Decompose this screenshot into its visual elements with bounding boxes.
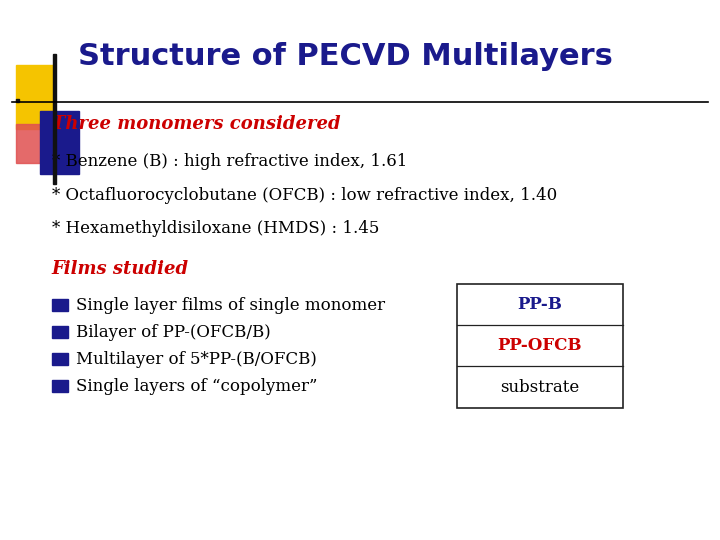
Bar xyxy=(40,111,79,174)
Bar xyxy=(16,99,19,102)
Bar xyxy=(16,124,55,163)
Text: * Benzene (B) : high refractive index, 1.61: * Benzene (B) : high refractive index, 1… xyxy=(52,153,408,171)
Text: * Hexamethyldisiloxane (HMDS) : 1.45: * Hexamethyldisiloxane (HMDS) : 1.45 xyxy=(52,220,379,238)
Bar xyxy=(52,299,68,311)
Bar xyxy=(53,54,56,184)
Text: Single layer films of single monomer: Single layer films of single monomer xyxy=(76,296,384,314)
Bar xyxy=(52,353,68,365)
Text: * Octafluorocyclobutane (OFCB) : low refractive index, 1.40: * Octafluorocyclobutane (OFCB) : low ref… xyxy=(52,187,557,204)
Text: Single layers of “copolymer”: Single layers of “copolymer” xyxy=(76,377,317,395)
Text: Three monomers considered: Three monomers considered xyxy=(52,115,341,133)
Text: Multilayer of 5*PP-(B/OFCB): Multilayer of 5*PP-(B/OFCB) xyxy=(76,350,317,368)
Text: substrate: substrate xyxy=(500,379,580,395)
Text: Structure of PECVD Multilayers: Structure of PECVD Multilayers xyxy=(78,42,613,71)
Bar xyxy=(52,380,68,392)
Text: Films studied: Films studied xyxy=(52,260,189,278)
Text: PP-B: PP-B xyxy=(518,296,562,313)
Bar xyxy=(52,326,68,338)
Text: Bilayer of PP-(OFCB/B): Bilayer of PP-(OFCB/B) xyxy=(76,323,270,341)
Text: PP-OFCB: PP-OFCB xyxy=(498,337,582,354)
Bar xyxy=(16,65,55,129)
Bar xyxy=(457,284,623,408)
